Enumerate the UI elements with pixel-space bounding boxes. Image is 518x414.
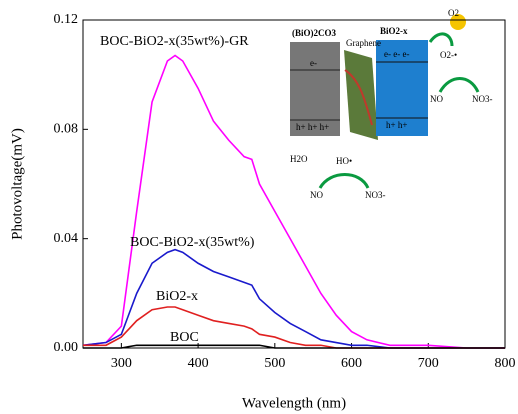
arrow — [320, 175, 368, 189]
inset-label: H2O — [290, 154, 308, 164]
x-tick-label: 800 — [495, 356, 516, 371]
inset-label: e- e- e- — [384, 49, 409, 59]
series-line — [83, 250, 505, 348]
inset-label: h+ h+ — [386, 120, 407, 130]
arrow — [440, 79, 478, 93]
series-label: BOC — [170, 330, 199, 345]
page: {"chart_data": {"type": "line", "x_label… — [0, 0, 518, 414]
inset-label: NO — [310, 190, 323, 200]
inset-label: NO3- — [365, 190, 386, 200]
inset-label: NO — [430, 94, 443, 104]
inset-label: e- — [310, 58, 317, 68]
graphene-sheet — [344, 50, 378, 140]
inset-label: (BiO)2CO3 — [292, 28, 336, 38]
y-axis-label: Photovoltage(mV) — [9, 128, 25, 240]
x-tick-label: 600 — [341, 356, 362, 371]
x-tick-label: 500 — [264, 356, 285, 371]
series-label: BiO2-x — [156, 289, 198, 304]
x-tick-label: 300 — [111, 356, 132, 371]
y-tick-label: 0.00 — [54, 340, 79, 355]
inset-label: NO3- — [472, 94, 493, 104]
inset-label: BiO2-x — [380, 26, 408, 36]
series-label: BOC-BiO2-x(35wt%) — [130, 235, 255, 250]
inset-label: Graphene — [346, 38, 381, 48]
x-axis-label: Wavelength (nm) — [242, 395, 346, 411]
series-label: BOC-BiO2-x(35wt%)-GR — [100, 34, 249, 49]
inset-label: O2-• — [440, 50, 457, 60]
inset: (BiO)2CO3 BiO2-x Graphene O2 O2-• NO NO3… — [290, 8, 493, 200]
series-line — [83, 307, 505, 348]
arrow — [430, 34, 452, 46]
inset-label: HO• — [336, 156, 352, 166]
y-tick-label: 0.08 — [54, 122, 79, 137]
chart: (BiO)2CO3 BiO2-x Graphene O2 O2-• NO NO3… — [0, 0, 518, 414]
x-tick-label: 400 — [188, 356, 209, 371]
y-tick-label: 0.12 — [54, 12, 79, 27]
inset-label: h+ h+ h+ — [296, 122, 329, 132]
inset-label: O2 — [448, 8, 459, 18]
y-tick-label: 0.04 — [54, 231, 79, 246]
x-tick-label: 700 — [418, 356, 439, 371]
